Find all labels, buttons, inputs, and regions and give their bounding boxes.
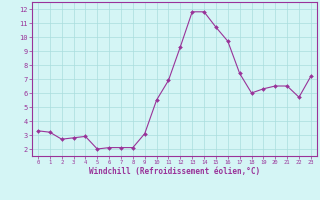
X-axis label: Windchill (Refroidissement éolien,°C): Windchill (Refroidissement éolien,°C): [89, 167, 260, 176]
